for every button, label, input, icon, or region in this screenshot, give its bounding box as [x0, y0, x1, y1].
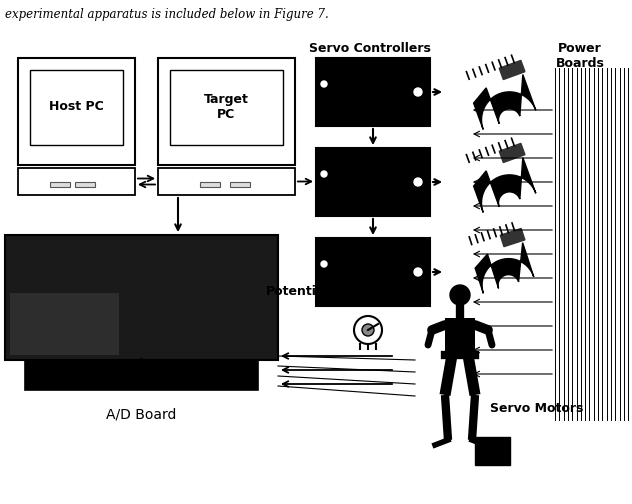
Text: Servo Motors: Servo Motors	[490, 402, 583, 415]
Bar	[30, 70, 123, 145]
Text: A/D Board: A/D Board	[106, 408, 177, 422]
Circle shape	[321, 171, 327, 177]
Polygon shape	[499, 60, 525, 80]
Circle shape	[321, 81, 327, 87]
Text: Power
Boards: Power Boards	[556, 42, 604, 70]
Text: Servo Controllers: Servo Controllers	[309, 42, 431, 55]
Bar	[230, 182, 250, 187]
Bar	[170, 70, 283, 145]
Polygon shape	[473, 75, 536, 130]
Bar	[316, 238, 430, 306]
Circle shape	[450, 285, 470, 305]
Bar	[200, 182, 220, 187]
Bar	[18, 58, 135, 165]
Circle shape	[321, 261, 327, 267]
Bar	[50, 182, 70, 187]
Bar	[316, 58, 430, 126]
Text: Potentiometers: Potentiometers	[265, 285, 374, 298]
Bar	[158, 58, 295, 165]
Text: experimental apparatus is included below in Figure 7.: experimental apparatus is included below…	[5, 8, 329, 21]
Bar	[75, 182, 95, 187]
Circle shape	[414, 268, 422, 276]
Polygon shape	[501, 228, 525, 246]
Bar	[18, 168, 135, 195]
Text: Host PC: Host PC	[49, 100, 104, 113]
Circle shape	[414, 88, 422, 96]
Bar	[5, 235, 278, 360]
Bar	[10, 292, 119, 355]
Bar	[158, 168, 295, 195]
Polygon shape	[475, 243, 534, 293]
Polygon shape	[499, 143, 525, 162]
Bar	[445, 318, 475, 355]
Bar	[475, 437, 510, 465]
Circle shape	[414, 178, 422, 186]
Bar	[25, 360, 258, 390]
Text: Target
PC: Target PC	[204, 93, 249, 120]
Polygon shape	[473, 158, 536, 212]
Circle shape	[362, 324, 374, 336]
Circle shape	[354, 316, 382, 344]
Bar	[316, 148, 430, 216]
